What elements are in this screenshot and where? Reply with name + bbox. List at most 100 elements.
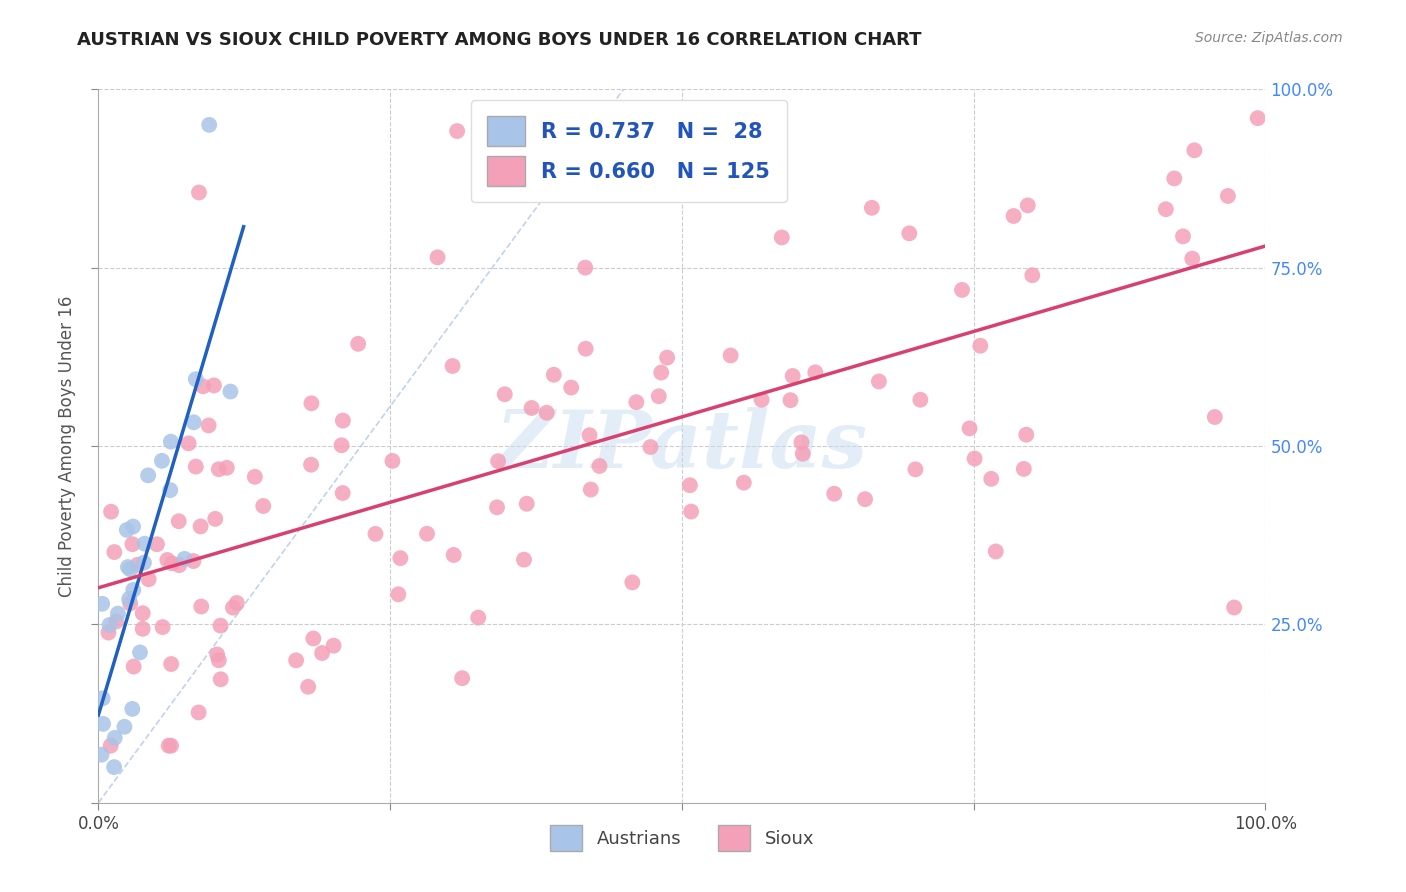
Point [190,519,212,533]
Point [204,512,226,526]
Point [486,454,509,468]
Point [733,475,755,490]
Point [121,537,143,551]
Point [860,201,883,215]
Point [520,401,543,415]
Point [208,653,231,667]
Point [91,717,114,731]
Point [208,462,231,476]
Point [103,545,125,559]
Point [191,379,214,393]
Point [209,673,232,687]
Point [188,186,211,200]
Point [621,575,644,590]
Point [516,497,538,511]
Point [225,596,247,610]
Point [97,625,120,640]
Point [823,487,845,501]
Point [451,671,474,685]
Text: ZIPatlas: ZIPatlas [496,408,868,484]
Point [209,618,232,632]
Point [146,537,169,551]
Point [1154,202,1177,217]
Point [112,720,135,734]
Point [121,702,143,716]
Point [681,504,703,518]
Point [131,622,153,636]
Point [311,646,333,660]
Point [138,572,160,586]
Point [963,451,986,466]
Point [1229,68,1251,82]
Point [441,359,464,373]
Point [118,591,141,606]
Point [160,557,183,571]
Point [299,396,322,410]
Point [252,499,274,513]
Point [205,648,228,662]
Point [969,339,991,353]
Point [387,587,409,601]
Point [560,381,582,395]
Point [160,434,183,449]
Y-axis label: Child Poverty Among Boys Under 16: Child Poverty Among Boys Under 16 [58,295,76,597]
Point [219,384,242,399]
Point [243,470,266,484]
Point [299,458,322,472]
Point [198,118,221,132]
Point [513,552,536,566]
Point [1216,189,1239,203]
Point [904,462,927,476]
Point [792,447,814,461]
Point [575,342,598,356]
Point [184,372,207,386]
Point [770,230,793,244]
Point [1090,68,1112,82]
Point [122,659,145,673]
Point [127,558,149,572]
Point [381,454,404,468]
Point [950,283,973,297]
Point [650,366,672,380]
Point [494,387,516,401]
Point [1002,209,1025,223]
Point [1204,410,1226,425]
Point [679,478,702,492]
Point [1181,252,1204,266]
Point [782,369,804,384]
Point [152,620,174,634]
Point [91,691,114,706]
Point [1017,198,1039,212]
Point [159,483,181,497]
Point [330,438,353,452]
Point [322,639,344,653]
Text: AUSTRIAN VS SIOUX CHILD POVERTY AMONG BOYS UNDER 16 CORRELATION CHART: AUSTRIAN VS SIOUX CHILD POVERTY AMONG BO… [77,31,922,49]
Point [655,351,678,365]
Point [578,428,600,442]
Point [187,706,209,720]
Point [183,554,205,568]
Point [184,459,207,474]
Point [103,760,125,774]
Point [91,597,114,611]
Point [426,251,449,265]
Point [446,124,468,138]
Point [157,739,180,753]
Point [1184,144,1206,158]
Point [107,607,129,621]
Point [132,606,155,620]
Point [579,483,602,497]
Point [117,560,139,574]
Point [115,523,138,537]
Point [1223,600,1246,615]
Point [332,414,354,428]
Point [416,526,439,541]
Point [536,406,558,420]
Point [122,519,145,533]
Point [160,657,183,671]
Point [347,336,370,351]
Point [790,435,813,450]
Point [804,365,827,379]
Point [898,227,921,241]
Point [98,618,121,632]
